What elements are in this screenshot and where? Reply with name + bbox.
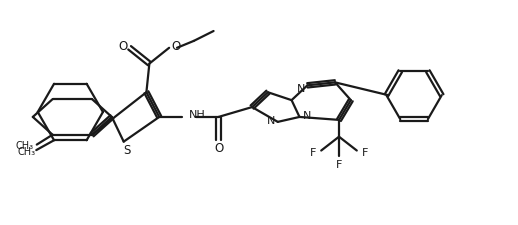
Text: O: O (118, 40, 127, 53)
Text: CH₃: CH₃ (17, 146, 35, 156)
Text: N: N (303, 110, 312, 120)
Text: S: S (123, 143, 131, 156)
Text: NH: NH (189, 110, 206, 119)
Text: F: F (336, 160, 342, 170)
Text: CH₃: CH₃ (16, 140, 34, 150)
Text: N: N (297, 84, 306, 94)
Text: O: O (171, 40, 181, 53)
Text: O: O (214, 142, 223, 154)
Text: F: F (362, 147, 368, 157)
Text: N: N (267, 115, 275, 125)
Text: F: F (310, 147, 316, 157)
